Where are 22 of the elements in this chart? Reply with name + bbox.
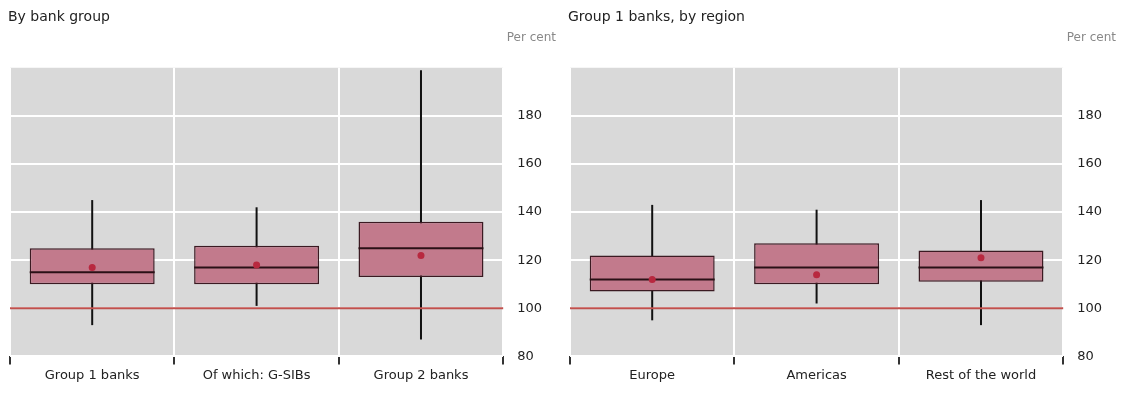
y-tick-label: 100 bbox=[1077, 299, 1103, 315]
y-tick-label: 180 bbox=[1077, 107, 1103, 123]
y-axis-title: Per cent bbox=[505, 30, 556, 46]
y-tick-label: 160 bbox=[1077, 155, 1103, 171]
y-tick-label: 80 bbox=[517, 347, 534, 363]
y-tick-label: 140 bbox=[517, 203, 543, 219]
y-tick-label: 160 bbox=[517, 155, 543, 171]
x-tick-label: Europe bbox=[629, 366, 676, 382]
chart-title: Group 1 banks, by region bbox=[568, 8, 746, 26]
y-tick-label: 80 bbox=[1077, 347, 1094, 363]
x-tick-label: Group 2 banks bbox=[373, 366, 469, 382]
y-tick-label: 140 bbox=[1077, 203, 1103, 219]
y-axis-title: Per cent bbox=[1065, 30, 1116, 46]
y-tick-label: 120 bbox=[517, 251, 543, 267]
y-tick-label: 100 bbox=[517, 299, 543, 315]
x-tick-label: Of which: G-SIBs bbox=[202, 366, 311, 382]
x-tick-label: Group 1 banks bbox=[44, 366, 140, 382]
x-tick-label: Americas bbox=[786, 366, 848, 382]
x-tick-label: Rest of the world bbox=[925, 366, 1037, 382]
y-tick-label: 180 bbox=[517, 107, 543, 123]
y-tick-label: 120 bbox=[1077, 251, 1103, 267]
chart-title: By bank group bbox=[8, 8, 111, 26]
